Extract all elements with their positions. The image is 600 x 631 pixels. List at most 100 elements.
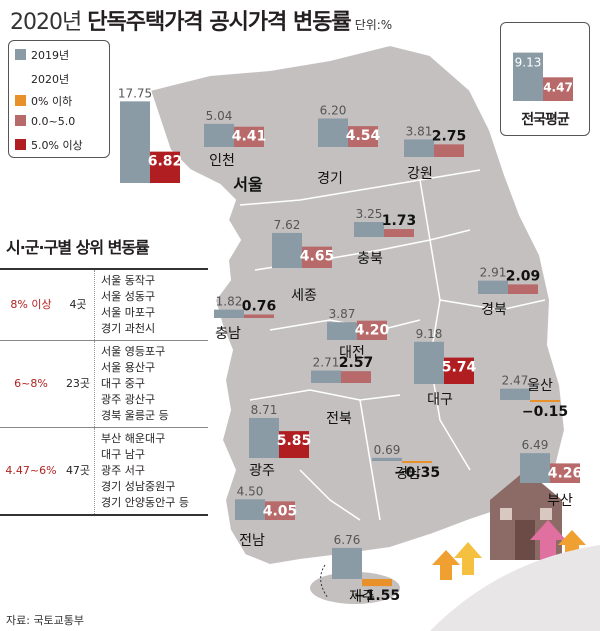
bar-2019 xyxy=(327,322,357,340)
region-label: 충남 xyxy=(215,326,241,342)
district-list: 서울 영등포구 서울 용산구 대구 중구 광주 광산구 경북 울릉군 등 xyxy=(94,340,208,428)
table-row: 4.47~6% 47곳 부산 해운대구 대구 남구 광주 서구 경기 성남중원구… xyxy=(0,427,208,516)
value-label-2020: 4.41 xyxy=(232,129,267,145)
region-label: 부산 xyxy=(547,493,573,509)
bar-2020 xyxy=(362,579,392,587)
legend: 2019년 2020년 0% 이하 0.0~5.0 5.0% 이상 xyxy=(8,40,110,158)
bar-2020 xyxy=(434,144,464,157)
value-label-2019: 4.50 xyxy=(237,484,264,498)
value-label-2020: 0.76 xyxy=(242,299,277,315)
chart-title: 2020년 단독주택가격 공시가격 변동률 단위:% xyxy=(10,4,392,36)
value-label-2019: 3.25 xyxy=(356,207,383,221)
value-label-2020: 4.20 xyxy=(355,323,390,339)
value-label-2019: 3.87 xyxy=(329,307,356,321)
district-list: 서울 동작구 서울 성동구 서울 마포구 경기 과천시 xyxy=(94,268,208,341)
value-label-2020: 2.09 xyxy=(506,268,541,284)
value-label-2019: 7.62 xyxy=(274,218,301,232)
source-note: 자료: 국토교통부 xyxy=(6,614,85,627)
region-label: 전북 xyxy=(326,411,352,427)
unit-label: 단위:% xyxy=(354,18,393,32)
bar-2019 xyxy=(272,232,302,268)
value-label-2020: 4.54 xyxy=(346,128,381,144)
bar-2020 xyxy=(402,461,432,463)
value-label-2020: 4.65 xyxy=(300,249,335,265)
bar-2019 xyxy=(214,309,244,318)
legend-2019: 2019년 xyxy=(15,47,69,63)
region-label: 서울 xyxy=(233,175,263,194)
legend-swatch-band-2 xyxy=(15,139,26,150)
region-label: 광주 xyxy=(249,463,275,479)
bar-2020 xyxy=(302,246,332,268)
value-label-2020: 2.57 xyxy=(339,355,374,371)
bar-2020 xyxy=(348,126,378,147)
region-label: 대구 xyxy=(427,392,453,408)
ranking-title: 시·군·구별 상위 변동률 xyxy=(6,238,150,257)
bar-2019 xyxy=(318,118,348,147)
value-label-2019: 6.20 xyxy=(320,103,347,117)
value-label-2020: 5.85 xyxy=(277,433,312,449)
region-label: 경기 xyxy=(317,171,343,187)
count-label: 4곳 xyxy=(62,268,95,341)
legend-band-1: 0.0~5.0 xyxy=(15,115,75,128)
value-label-2019: 3.81 xyxy=(406,124,433,138)
band-label: 6~8% xyxy=(0,340,62,428)
value-label-2019: 2.91 xyxy=(480,266,507,280)
value-label-2020: −0.15 xyxy=(522,404,568,420)
value-label-2019: 5.04 xyxy=(206,109,233,123)
region-label: 세종 xyxy=(291,288,317,304)
bar-2019 xyxy=(204,123,234,147)
region-label: 인천 xyxy=(209,153,235,169)
legend-band-2: 5.0% 이상 xyxy=(15,137,83,153)
national-value-2019: 9.13 xyxy=(515,56,542,70)
value-label-2019: 0.69 xyxy=(374,443,401,457)
bar-2019 xyxy=(249,417,279,458)
national-average-bars: 9.134.47 xyxy=(513,52,573,101)
region-label: 충북 xyxy=(357,251,383,267)
bar-2020 xyxy=(508,284,538,294)
bar-2019 xyxy=(354,222,384,237)
value-label-2020: 4.05 xyxy=(263,503,298,519)
value-label-2020: 4.26 xyxy=(548,465,583,481)
bar-2020 xyxy=(357,320,387,340)
bar-2020 xyxy=(444,357,474,384)
top-changes-panel: 시·군·구별 상위 변동률 8% 이상 4곳 서울 동작구 서울 성동구 서울 … xyxy=(0,226,208,562)
legend-swatch-band-1 xyxy=(15,115,26,126)
bar-2020 xyxy=(244,314,274,318)
bar-2019 xyxy=(404,139,434,157)
bar-2019 xyxy=(311,370,341,383)
table-row: 8% 이상 4곳 서울 동작구 서울 성동구 서울 마포구 경기 과천시 xyxy=(0,268,208,341)
value-label-2020: 2.75 xyxy=(432,128,467,144)
bar-2019 xyxy=(500,388,530,400)
value-label-2020: −1.55 xyxy=(354,588,400,604)
bar-2020 xyxy=(234,126,264,147)
national-average-label: 전국평균 xyxy=(521,112,570,128)
value-label-2019: 6.76 xyxy=(334,533,361,547)
value-label-2020: 6.82 xyxy=(148,154,183,170)
jeju-leader-line xyxy=(320,564,329,599)
bar-2020 xyxy=(530,400,560,402)
bar-2020 xyxy=(341,371,371,383)
legend-swatch-band-0 xyxy=(15,95,26,106)
region-label: 제주 xyxy=(349,589,375,605)
table-row: 6~8% 23곳 서울 영등포구 서울 용산구 대구 중구 광주 광산구 경북 … xyxy=(0,340,208,428)
legend-2020-label: 2020년 xyxy=(31,73,70,86)
bar-2019 xyxy=(372,457,402,461)
district-list: 부산 해운대구 대구 남구 광주 서구 경기 성남중원구 경기 안양동안구 등 xyxy=(94,427,208,516)
value-label-2020: −0.35 xyxy=(394,465,440,481)
value-label-2020: 5.74 xyxy=(442,360,477,376)
legend-swatch-2019 xyxy=(15,49,26,60)
value-label-2019: 9.18 xyxy=(416,327,443,341)
region-label: 울산 xyxy=(527,378,553,394)
bar-2020 xyxy=(550,463,580,483)
bar-2019 xyxy=(520,453,550,483)
value-label-2019: 17.75 xyxy=(118,86,152,100)
value-label-2019: 2.71 xyxy=(313,356,340,370)
bar-2019 xyxy=(414,341,444,384)
title-year: 2020년 xyxy=(10,10,82,35)
bar-2020 xyxy=(384,229,414,237)
region-label: 경북 xyxy=(481,302,507,318)
region-label: 대전 xyxy=(339,345,365,361)
national-bar-2020 xyxy=(543,77,573,101)
value-label-2020: 1.73 xyxy=(382,213,417,229)
